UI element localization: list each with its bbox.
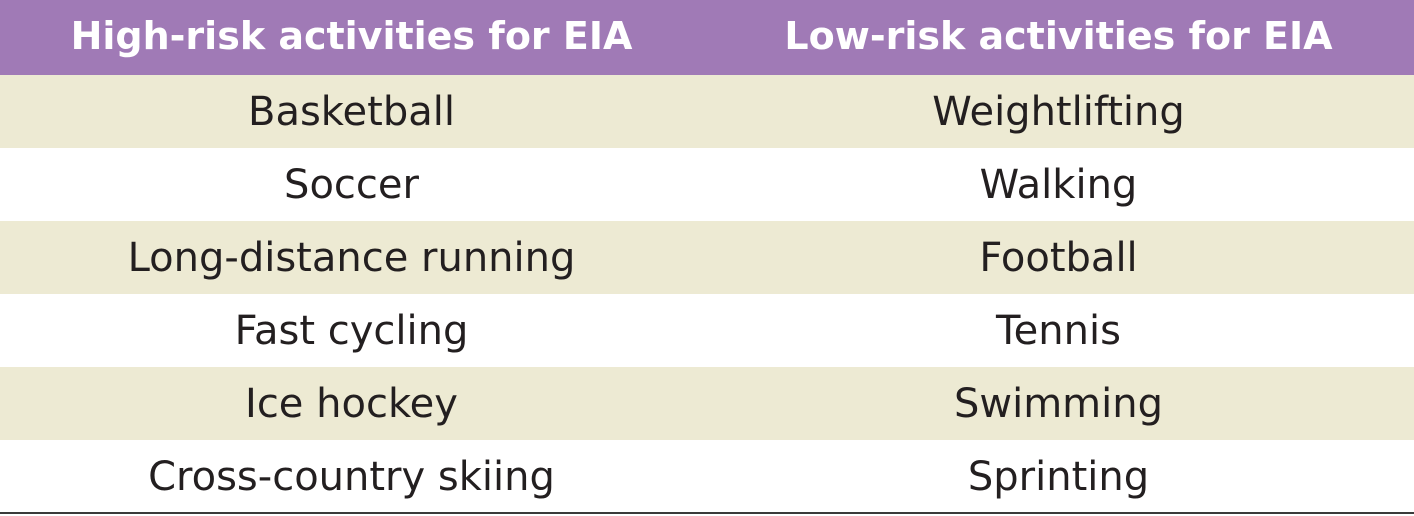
low-risk-cell: Weightlifting [932,88,1185,135]
table-row: Ice hockey Swimming [0,367,1414,440]
low-risk-cell: Walking [979,161,1138,208]
high-risk-cell: Cross-country skiing [148,453,555,500]
low-risk-cell: Sprinting [967,453,1150,500]
header-high-risk: High-risk activities for EIA [70,13,633,58]
high-risk-cell: Fast cycling [234,307,469,354]
high-risk-cell: Basketball [248,88,455,135]
low-risk-cell: Football [979,234,1138,281]
table-header-row: High-risk activities for EIA Low-risk ac… [0,0,1414,75]
table-row: Soccer Walking [0,148,1414,221]
low-risk-cell: Swimming [953,380,1163,427]
table-row: Fast cycling Tennis [0,294,1414,367]
table-bottom-rule [0,512,1414,514]
high-risk-cell: Long-distance running [127,234,576,281]
low-risk-cell: Tennis [996,307,1121,354]
table-row: Basketball Weightlifting [0,75,1414,148]
high-risk-cell: Soccer [284,161,419,208]
high-risk-cell: Ice hockey [245,380,458,427]
table-row: Long-distance running Football [0,221,1414,294]
header-low-risk: Low-risk activities for EIA [784,13,1333,58]
table-row: Cross-country skiing Sprinting [0,440,1414,513]
